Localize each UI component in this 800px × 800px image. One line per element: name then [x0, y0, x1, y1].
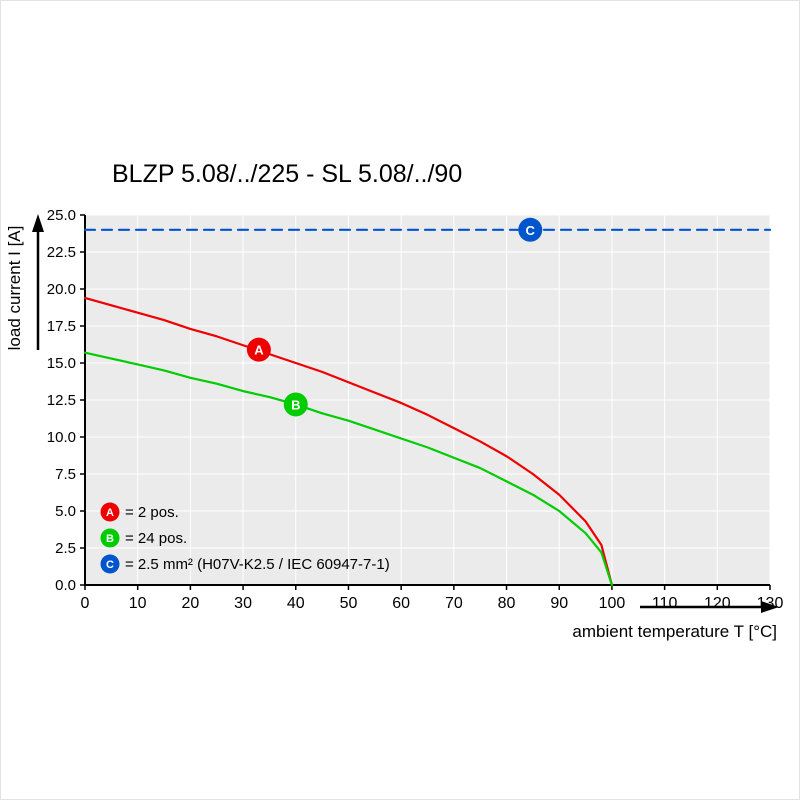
y-tick-label: 12.5 — [47, 392, 76, 409]
x-tick-label: 40 — [287, 595, 305, 612]
x-tick-label: 90 — [550, 595, 568, 612]
x-tick-label: 70 — [445, 595, 463, 612]
legend-swatch-letter-C: C — [106, 559, 114, 571]
legend-swatch-letter-A: A — [106, 507, 114, 519]
legend-item-label-C: = 2.5 mm² (H07V-K2.5 / IEC 60947-7-1) — [125, 556, 390, 573]
chart-title: BLZP 5.08/../225 - SL 5.08/../90 — [112, 160, 463, 188]
y-tick-label: 22.5 — [47, 244, 76, 261]
curve-marker-label-A: A — [254, 343, 264, 358]
x-tick-label: 60 — [392, 595, 410, 612]
x-tick-label: 100 — [599, 595, 626, 612]
y-axis-arrow-head — [32, 214, 44, 232]
y-tick-label: 10.0 — [47, 429, 76, 446]
legend-swatch-letter-B: B — [106, 533, 114, 545]
legend-item-label-A: = 2 pos. — [125, 504, 179, 521]
y-tick-label: 20.0 — [47, 281, 76, 298]
y-tick-label: 25.0 — [47, 207, 76, 224]
y-tick-label: 0.0 — [55, 577, 76, 594]
curve-A — [83, 296, 614, 587]
curve-marker-B — [283, 392, 308, 417]
curve-marker-label-C: C — [526, 223, 536, 238]
x-axis-arrow-head — [761, 601, 779, 613]
curve-B — [83, 351, 614, 587]
x-tick-label: 120 — [704, 595, 731, 612]
curve-marker-label-B: B — [291, 397, 300, 412]
x-axis-label: ambient temperature T [°C] — [572, 622, 777, 641]
y-tick-label: 15.0 — [47, 355, 76, 372]
x-tick-label: 10 — [129, 595, 147, 612]
x-tick-label: 50 — [340, 595, 358, 612]
y-axis-label: load current I [A] — [5, 226, 24, 351]
x-tick-label: 20 — [181, 595, 199, 612]
x-tick-label: 0 — [81, 595, 90, 612]
legend-swatch-C — [100, 554, 120, 574]
y-tick-label: 5.0 — [55, 503, 76, 520]
curve-marker-A — [246, 337, 271, 362]
y-tick-label: 2.5 — [55, 540, 76, 557]
y-tick-label: 17.5 — [47, 318, 76, 335]
x-tick-label: 80 — [498, 595, 516, 612]
x-tick-label: 30 — [234, 595, 252, 612]
curve-marker-C — [518, 217, 543, 242]
x-tick-label: 110 — [652, 595, 678, 612]
legend-swatch-B — [100, 528, 120, 548]
legend-item-label-B: = 24 pos. — [125, 530, 187, 547]
legend-swatch-A — [100, 502, 120, 522]
y-tick-label: 7.5 — [55, 466, 76, 483]
